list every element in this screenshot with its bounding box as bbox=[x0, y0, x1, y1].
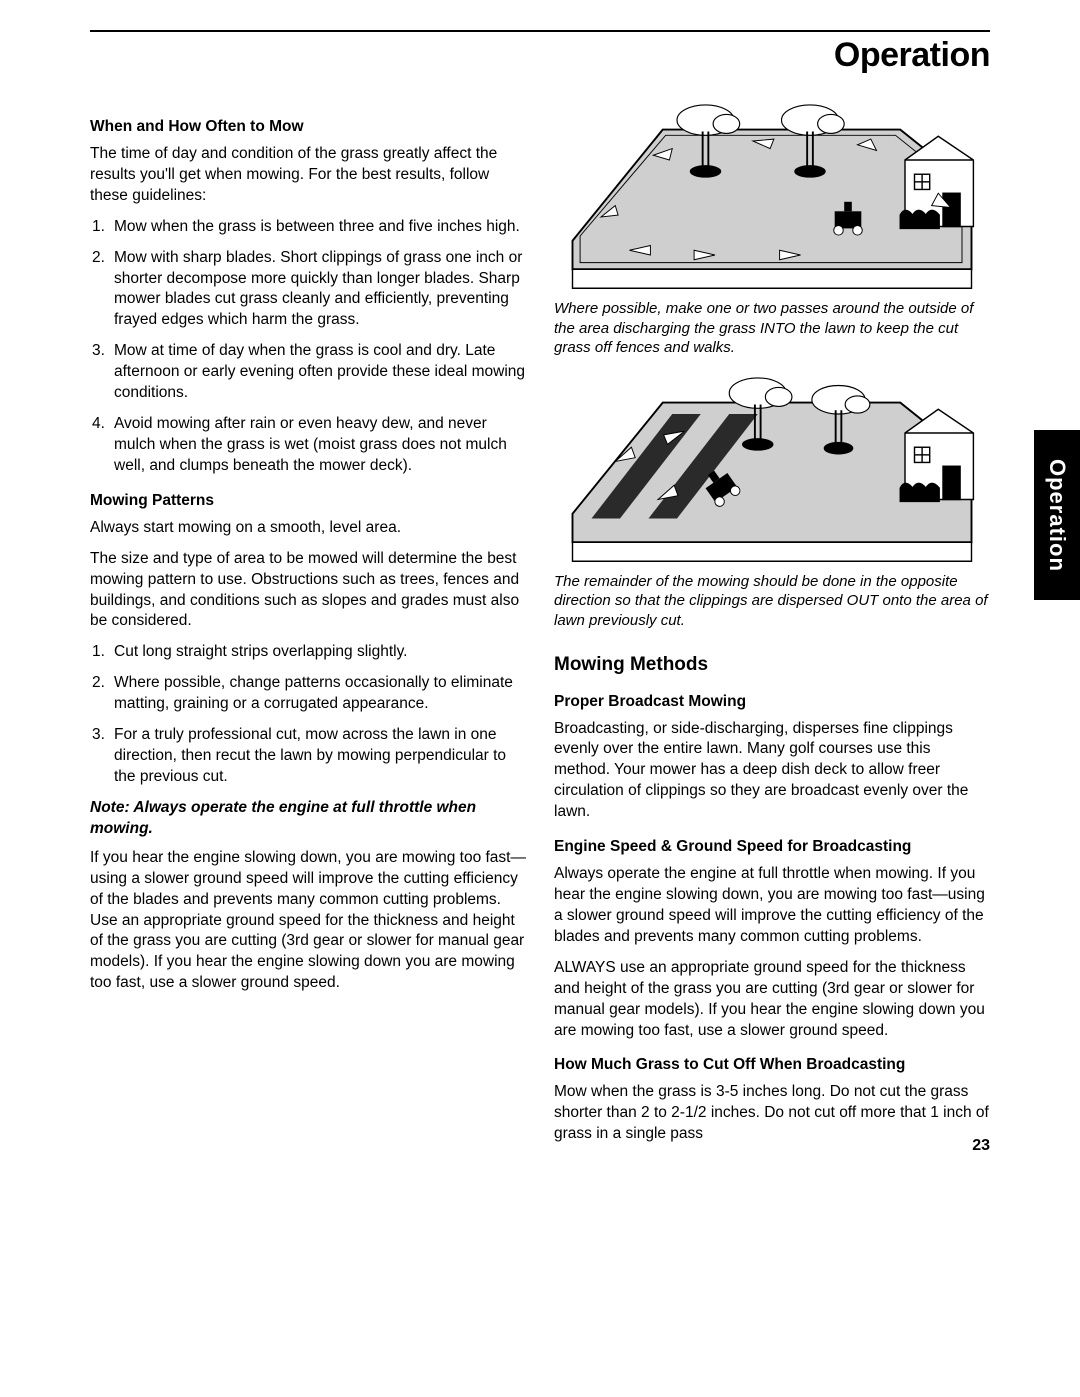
page-title: Operation bbox=[90, 36, 990, 75]
list-item: Avoid mowing after rain or even heavy de… bbox=[90, 414, 526, 477]
content-columns: When and How Often to Mow The time of da… bbox=[90, 103, 990, 1155]
para: Mow when the grass is 3-5 inches long. D… bbox=[554, 1082, 990, 1145]
subhead-engine-speed: Engine Speed & Ground Speed for Broadcas… bbox=[554, 837, 990, 858]
right-column: Where possible, make one or two passes a… bbox=[554, 103, 990, 1155]
list-patterns: Cut long straight strips overlapping sli… bbox=[90, 642, 526, 788]
para: Always start mowing on a smooth, level a… bbox=[90, 518, 526, 539]
para: If you hear the engine slowing down, you… bbox=[90, 848, 526, 994]
page-number: 23 bbox=[972, 1137, 990, 1155]
illustration-mow-reverse bbox=[554, 376, 990, 566]
side-tab-operation: Operation bbox=[1034, 430, 1080, 600]
para: The size and type of area to be mowed wi… bbox=[90, 549, 526, 633]
para: ALWAYS use an appropriate ground speed f… bbox=[554, 958, 990, 1042]
para: Broadcasting, or side-discharging, dispe… bbox=[554, 719, 990, 824]
left-column: When and How Often to Mow The time of da… bbox=[90, 103, 526, 1155]
list-item: Mow at time of day when the grass is coo… bbox=[90, 341, 526, 404]
subhead-broadcast: Proper Broadcast Mowing bbox=[554, 692, 990, 713]
subhead-how-much: How Much Grass to Cut Off When Broadcast… bbox=[554, 1055, 990, 1076]
illustration-mow-outside bbox=[554, 103, 990, 293]
para: The time of day and condition of the gra… bbox=[90, 144, 526, 207]
header-rule bbox=[90, 30, 990, 32]
list-item: Mow when the grass is between three and … bbox=[90, 217, 526, 238]
section-mowing-methods: Mowing Methods bbox=[554, 652, 990, 678]
list-item: Where possible, change patterns occasion… bbox=[90, 673, 526, 715]
list-guidelines: Mow when the grass is between three and … bbox=[90, 217, 526, 477]
note: Note: Always operate the engine at full … bbox=[90, 798, 526, 840]
list-item: Mow with sharp blades. Short clippings o… bbox=[90, 248, 526, 332]
subhead-patterns: Mowing Patterns bbox=[90, 491, 526, 512]
illustration-caption-2: The remainder of the mowing should be do… bbox=[554, 572, 990, 631]
list-item: For a truly professional cut, mow across… bbox=[90, 725, 526, 788]
list-item: Cut long straight strips overlapping sli… bbox=[90, 642, 526, 663]
para: Always operate the engine at full thrott… bbox=[554, 864, 990, 948]
illustration-caption-1: Where possible, make one or two passes a… bbox=[554, 299, 990, 358]
subhead-when-how: When and How Often to Mow bbox=[90, 117, 526, 138]
